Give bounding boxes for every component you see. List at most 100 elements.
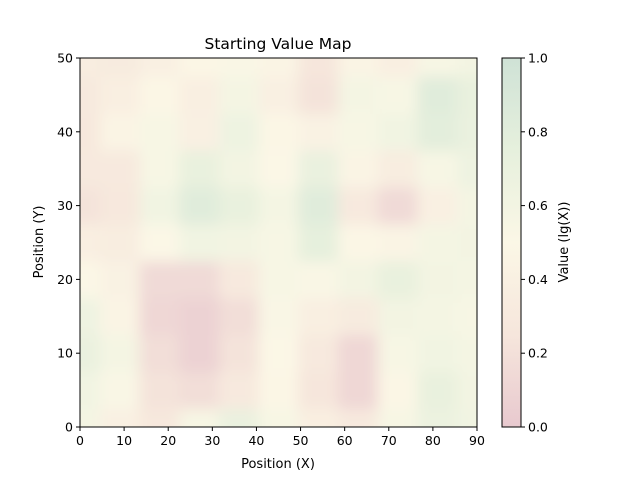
heatmap-cell — [139, 113, 180, 151]
heatmap-cell — [218, 371, 260, 410]
heatmap-cell — [179, 297, 220, 336]
heatmap-cell — [80, 113, 101, 151]
heatmap-cell — [258, 224, 299, 262]
heatmap-cell — [377, 187, 418, 225]
heatmap-cell — [179, 150, 220, 188]
colorbar-label: Value (lg(X)) — [557, 202, 572, 283]
heatmap-cell — [179, 371, 220, 410]
heatmap-cell — [417, 260, 458, 299]
heatmap-cell — [417, 58, 458, 77]
x-tick-label: 0 — [76, 433, 84, 448]
heatmap-cell — [139, 58, 180, 77]
heatmap-cell — [139, 371, 180, 410]
heatmap-cell — [338, 113, 379, 151]
heatmap-cell — [99, 187, 141, 225]
heatmap-cell — [218, 224, 260, 262]
x-tick-label: 80 — [425, 433, 441, 448]
heatmap-cell — [179, 224, 220, 262]
heatmap-cell — [457, 58, 477, 77]
heatmap-cell — [218, 260, 260, 299]
heatmap-cell — [298, 76, 339, 114]
heatmap-cell — [417, 113, 458, 151]
heatmap-cell — [377, 297, 418, 336]
heatmap-cell — [179, 334, 220, 373]
x-tick-label: 60 — [337, 433, 353, 448]
heatmap-cell — [298, 187, 339, 225]
heatmap-cell — [298, 408, 339, 427]
x-tick-label: 10 — [116, 433, 132, 448]
heatmap-cell — [80, 260, 101, 299]
heatmap-cell — [139, 297, 180, 336]
heatmap-cell — [338, 187, 379, 225]
heatmap-cell — [218, 58, 260, 77]
heatmap-cell — [99, 334, 141, 373]
heatmap-cell — [258, 371, 299, 410]
heatmap-cell — [99, 113, 141, 151]
heatmap-cell — [377, 371, 418, 410]
y-tick-label: 30 — [57, 198, 73, 213]
heatmap-cell — [80, 371, 101, 410]
heatmap-cell — [218, 150, 260, 188]
heatmap-cell — [139, 408, 180, 427]
heatmap-cell — [417, 408, 458, 427]
heatmap-cell — [457, 113, 477, 151]
y-tick-label: 50 — [57, 51, 73, 66]
heatmap-cell — [298, 260, 339, 299]
heatmap-cell — [258, 260, 299, 299]
plot-frame — [79, 57, 478, 428]
x-axis-ticks: 0 10 20 30 40 50 60 70 80 90 — [76, 427, 485, 448]
heatmap-cell — [298, 371, 339, 410]
colorbar-tick-label: 0.8 — [528, 124, 548, 139]
y-axis-ticks: 0 10 20 30 40 50 — [57, 51, 80, 435]
heatmap-cell — [218, 408, 260, 427]
colorbar-tick-label: 0.6 — [528, 198, 548, 213]
x-tick-label: 90 — [469, 433, 485, 448]
heatmap-cell — [258, 334, 299, 373]
heatmap-cell — [99, 224, 141, 262]
heatmap-cell — [377, 150, 418, 188]
colorbar-tick-label: 1.0 — [528, 51, 548, 66]
heatmap-cell — [338, 150, 379, 188]
heatmap-cell — [377, 58, 418, 77]
heatmap-cell — [417, 76, 458, 114]
heatmap-cell — [218, 297, 260, 336]
heatmap-cell — [377, 224, 418, 262]
x-tick-label: 50 — [293, 433, 309, 448]
heatmap-cell — [139, 150, 180, 188]
heatmap-cell — [298, 224, 339, 262]
y-axis-label: Position (Y) — [32, 206, 47, 279]
heatmap-cell — [298, 113, 339, 151]
heatmap-cell — [377, 113, 418, 151]
heatmap-cell — [80, 334, 101, 373]
heatmap-cell — [218, 76, 260, 114]
heatmap-cell — [338, 260, 379, 299]
heatmap-cell — [298, 297, 339, 336]
heatmap-cell — [377, 260, 418, 299]
heatmap-cell — [338, 76, 379, 114]
heatmap-cell — [218, 113, 260, 151]
heatmap-cell — [417, 150, 458, 188]
x-tick-label: 20 — [160, 433, 176, 448]
heatmap-cell — [457, 334, 477, 373]
heatmap-cell — [99, 371, 141, 410]
heatmap-cell — [258, 58, 299, 77]
heatmap-cell — [80, 187, 101, 225]
heatmap-cell — [258, 76, 299, 114]
y-tick-label: 20 — [57, 272, 73, 287]
heatmap-cell — [179, 408, 220, 427]
heatmap-cell — [99, 260, 141, 299]
colorbar-tick-label: 0.4 — [528, 272, 548, 287]
heatmap-cell — [80, 408, 101, 427]
heatmap-cell — [457, 260, 477, 299]
heatmap-cell — [179, 260, 220, 299]
heatmap-cell — [457, 408, 477, 427]
heatmap-cell — [457, 224, 477, 262]
heatmap-cell — [457, 297, 477, 336]
heatmap-cell — [218, 334, 260, 373]
colorbar-tick-label: 0.0 — [528, 420, 548, 435]
heatmap-cell — [258, 187, 299, 225]
heatmap-cell — [338, 224, 379, 262]
heatmap-cell — [80, 58, 101, 77]
heatmap-cell — [338, 297, 379, 336]
